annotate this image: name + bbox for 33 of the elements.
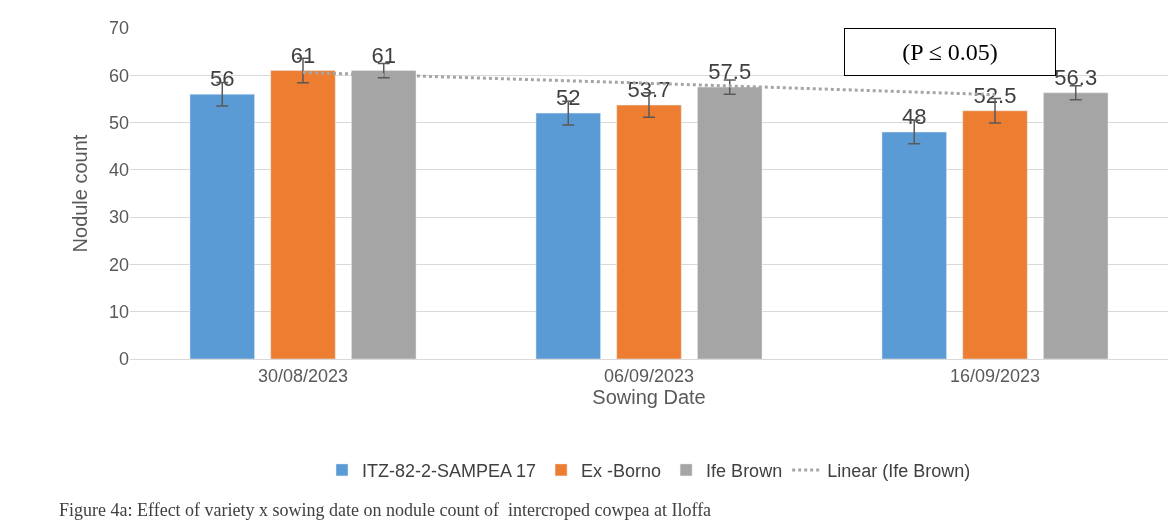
bar [535,112,601,359]
y-tick-label: 60 [108,65,129,86]
legend-label: Ife Brown [706,460,783,481]
bar [962,110,1028,359]
y-tick-label: 0 [118,349,129,370]
legend-label: Ex -Borno [581,460,662,481]
y-tick-label: 40 [108,160,129,181]
bar [189,93,255,359]
bar [616,104,682,359]
y-tick-label: 10 [108,302,129,323]
y-axis-title: Nodule count [69,134,92,253]
y-tick-label: 70 [108,18,129,39]
x-axis-title: Sowing Date [592,386,706,409]
y-tick-label: 50 [108,112,129,133]
data-label: 61 [371,42,396,68]
y-tick-label: 20 [108,254,129,275]
data-label: 52 [556,85,581,111]
caption: Figure 4a: Effect of variety x sowing date on nodule count of intercroped cowpea at Iloffa [59,500,712,520]
annotation: (P ≤ 0.05) [902,39,998,65]
x-tick-label: 16/09/2023 [949,365,1041,386]
x-tick-label: 06/09/2023 [603,365,695,386]
data-label: 48 [902,104,927,130]
bar [881,131,947,359]
data-label: 56.3 [1054,64,1098,90]
data-label: 57.5 [708,59,752,85]
bar [1043,92,1109,359]
data-label: 61 [290,42,316,68]
data-label: 56 [210,66,235,92]
x-tick-label: 30/08/2023 [257,365,349,386]
legend-label: Linear (Ife Brown) [827,460,971,481]
bar [270,70,336,359]
y-tick-label: 30 [108,207,129,228]
legend-label: ITZ-82-2-SAMPEA 17 [362,460,537,481]
